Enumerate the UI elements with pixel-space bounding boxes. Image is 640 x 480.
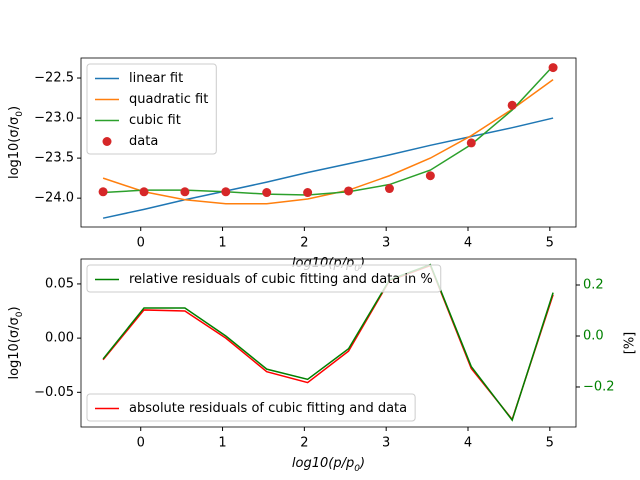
data-point: [507, 100, 517, 110]
x-tick-label: 3: [382, 236, 390, 251]
y-axis-label-part: log10(σ/σ: [7, 117, 22, 179]
y-axis-label-part: ): [7, 306, 22, 311]
x-axis-label-part: ): [359, 456, 365, 471]
data-point: [425, 171, 435, 181]
data-point: [384, 184, 394, 194]
legend: linear fit quadratic fit cubic fit data: [86, 63, 217, 155]
data-point: [180, 187, 190, 197]
data-point: [221, 187, 231, 197]
y-tick-label: −24.0: [34, 191, 74, 206]
y-tick-label: −0.05: [34, 385, 74, 400]
y-axis-label-part: 0: [15, 311, 25, 317]
series-line: [103, 65, 554, 196]
series-line: [102, 263, 554, 422]
x-tick-label: 0: [137, 436, 145, 451]
series-line: [102, 79, 554, 205]
data-point: [466, 138, 476, 148]
data-point: [98, 187, 108, 197]
x-tick-label: 2: [300, 436, 308, 451]
data-point: [303, 188, 313, 198]
series-line: [102, 264, 554, 421]
y2-tick-label: −0.2: [583, 379, 615, 394]
legend-box: [86, 63, 217, 155]
y-tick-label: −23.0: [34, 111, 74, 126]
x-axis-label-part: 0: [354, 464, 360, 474]
legend-box: [86, 393, 416, 422]
legend: relative residuals of cubic fitting and …: [86, 264, 442, 293]
data-point: [548, 63, 558, 73]
x-tick-label: 0: [137, 236, 145, 251]
series-line: [102, 117, 554, 219]
data-point: [344, 186, 354, 196]
y-axis-label-part: 0: [15, 111, 25, 117]
x-tick-label: 5: [546, 236, 554, 251]
axes-frame: [80, 57, 577, 228]
y-tick-label: 0.05: [45, 276, 74, 291]
x-tick-label: 1: [218, 436, 226, 451]
y2-tick-label: 0.2: [583, 278, 604, 293]
legend-label: absolute residuals of cubic fitting and …: [129, 401, 407, 416]
y2-tick-label: 0.0: [583, 328, 604, 343]
data-point: [139, 187, 149, 197]
axes-frame: [80, 258, 577, 428]
data-point: [262, 188, 272, 198]
x-axis-label: log10(p/p0): [292, 456, 365, 474]
x-tick-label: 1: [218, 236, 226, 251]
y-axis-label-part: ): [7, 106, 22, 111]
x-axis-label-part: ): [359, 256, 365, 271]
x-tick-label: 4: [464, 436, 472, 451]
legend-marker: [102, 137, 112, 146]
y-tick-label: 0.00: [45, 331, 74, 346]
y2-axis-label: [%]: [623, 332, 638, 355]
y-axis-label-part: log10(σ/σ: [7, 317, 22, 379]
legend-label: relative residuals of cubic fitting and …: [129, 272, 433, 287]
legend-label: quadratic fit: [129, 92, 208, 107]
y-axis-label: log10(σ/σ0): [7, 306, 25, 379]
x-tick-label: 2: [300, 236, 308, 251]
x-tick-label: 4: [464, 236, 472, 251]
legend-label: data: [129, 134, 158, 149]
y-axis-label: log10(σ/σ0): [7, 106, 25, 179]
x-tick-label: 5: [546, 436, 554, 451]
y-tick-label: −22.5: [34, 71, 74, 86]
legend: absolute residuals of cubic fitting and …: [86, 393, 416, 422]
y-tick-label: −23.5: [34, 151, 74, 166]
legend-label: linear fit: [129, 71, 183, 86]
legend-box: [86, 264, 442, 293]
legend-label: cubic fit: [129, 113, 181, 128]
x-tick-label: 3: [382, 436, 390, 451]
x-axis-label-part: log10(p/p: [292, 456, 354, 471]
